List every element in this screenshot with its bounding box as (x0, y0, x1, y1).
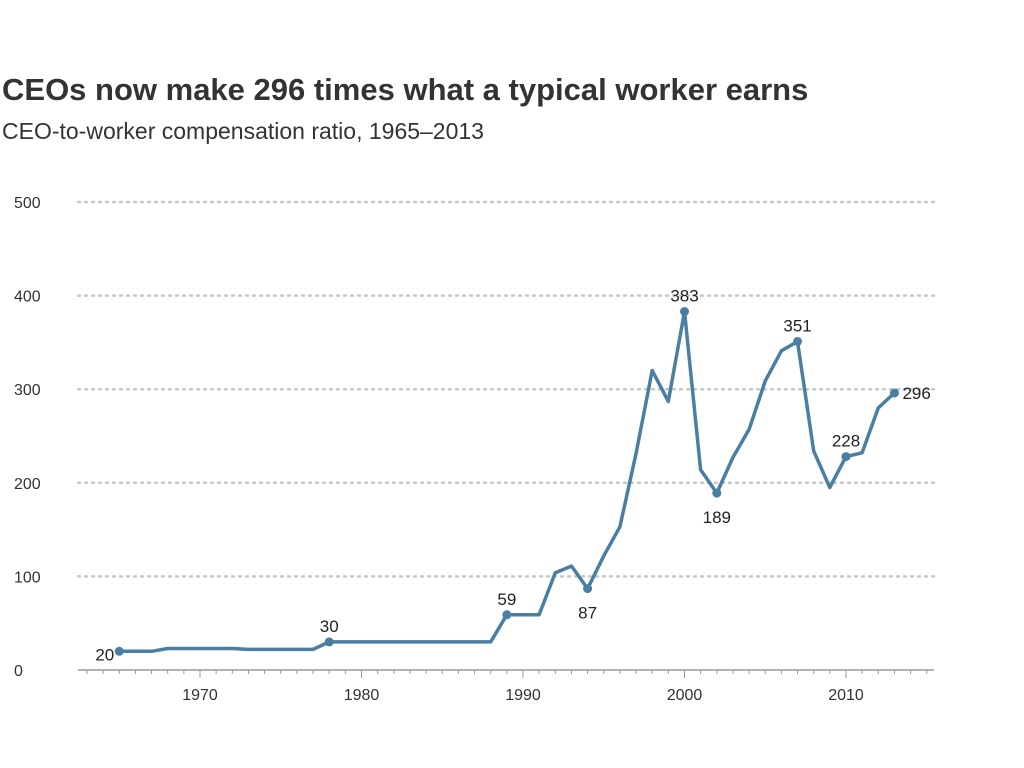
data-point-59 (502, 610, 512, 620)
data-label-383: 383 (670, 287, 698, 306)
data-label-351: 351 (783, 316, 811, 335)
data-label-189: 189 (703, 508, 731, 527)
data-label-87: 87 (578, 604, 597, 623)
data-label-228: 228 (832, 432, 860, 451)
y-tick-label: 0 (14, 663, 23, 680)
y-tick-label: 300 (14, 382, 41, 399)
data-point-383 (680, 307, 689, 317)
data-label-296: 296 (902, 384, 930, 403)
y-tick-label: 200 (14, 476, 41, 493)
data-point-228 (841, 452, 851, 462)
y-axis: 0 100 200 300 400 500 (14, 195, 41, 680)
x-axis: 1970 1980 1990 2000 2010 (78, 669, 934, 704)
y-tick-label: 400 (14, 289, 41, 306)
data-point-30 (324, 637, 334, 647)
x-tick-label: 1980 (344, 687, 380, 704)
x-tick-label: 1990 (505, 687, 541, 704)
data-point-87 (583, 584, 593, 594)
data-point-20 (114, 646, 124, 656)
x-tick-label: 2010 (828, 687, 864, 704)
y-tick-label: 100 (14, 569, 41, 586)
data-point-296 (889, 388, 899, 398)
gridlines (76, 200, 936, 578)
annotations: 20 30 59 87 383 189 351 228 296 (95, 287, 930, 665)
data-label-20: 20 (95, 645, 114, 664)
x-tick-label: 1970 (182, 687, 218, 704)
y-tick-label: 500 (14, 195, 41, 212)
x-tick-label: 2000 (667, 687, 703, 704)
data-label-30: 30 (320, 617, 339, 636)
chart-title: CEOs now make 296 times what a typical w… (2, 72, 809, 107)
data-point-189 (712, 488, 722, 498)
chart-subtitle: CEO-to-worker compensation ratio, 1965–2… (2, 118, 484, 144)
data-point-351 (793, 336, 803, 346)
data-label-59: 59 (497, 590, 516, 609)
